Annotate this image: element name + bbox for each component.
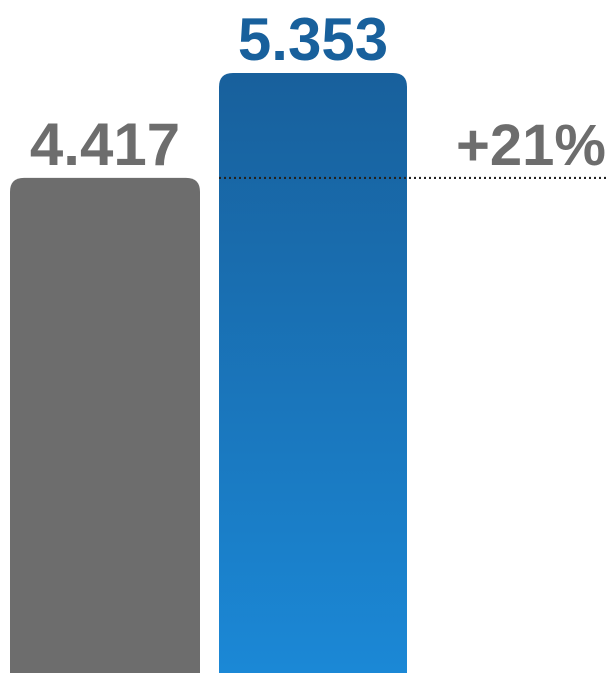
value-label-bar-2: 5.353 [238,6,388,73]
bar-1 [10,177,200,673]
value-label-bar-1: 4.417 [30,111,180,178]
bar-2 [219,73,407,673]
change-percent-label: +21% [456,113,606,178]
bars-layer [10,73,407,673]
